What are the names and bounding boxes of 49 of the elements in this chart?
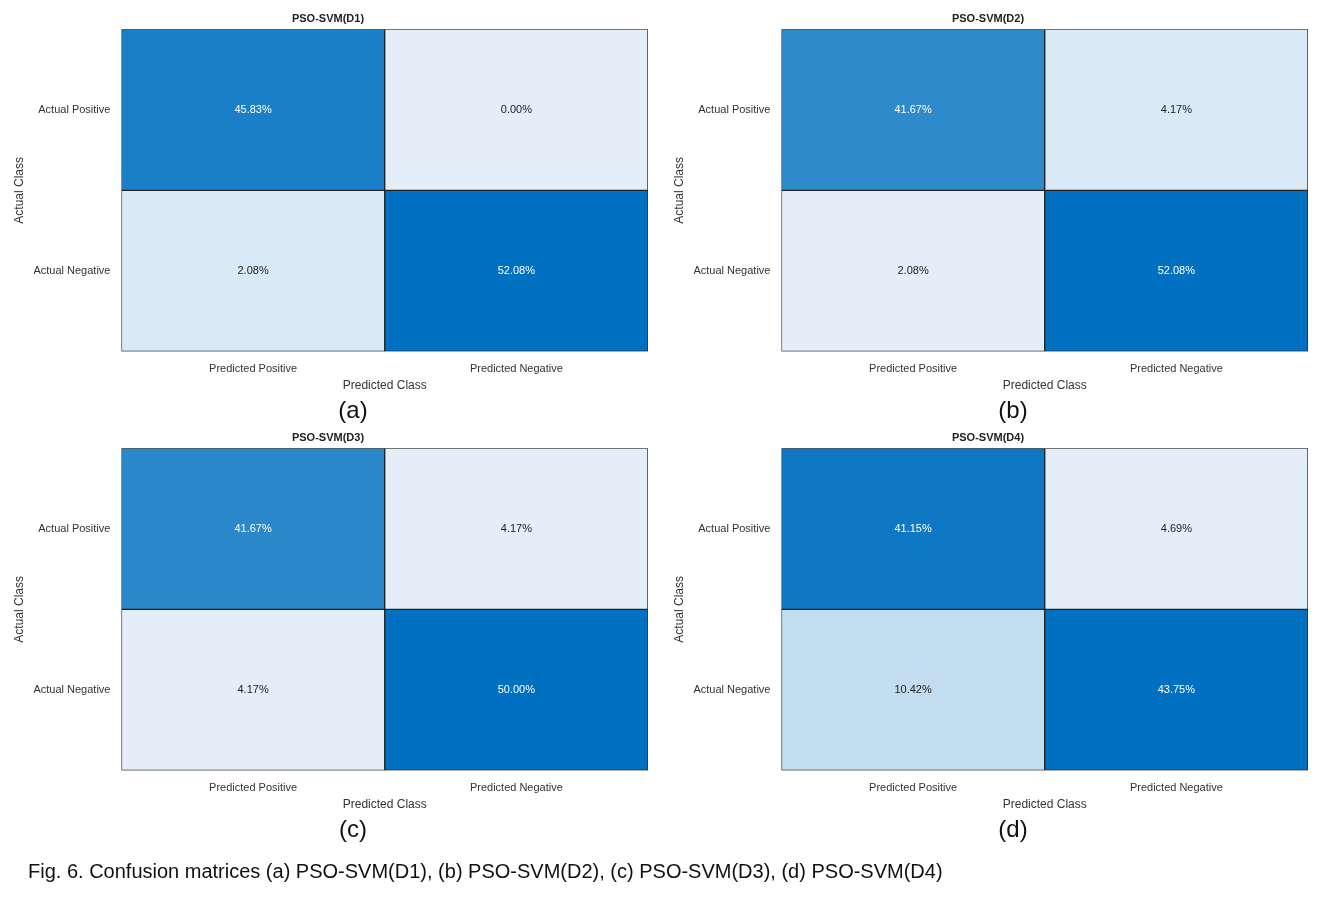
x-axis-title: Predicted Class xyxy=(342,797,427,812)
y-tick-label: Actual Negative xyxy=(693,263,771,276)
data-label: 41.67% xyxy=(894,102,932,115)
text: (d) xyxy=(997,814,1029,844)
x-axis-title: Predicted Class xyxy=(342,378,427,393)
data-label: 2.08% xyxy=(897,263,929,276)
data-label: 50.00% xyxy=(497,682,536,695)
chart-title: PSO-SVM(D2) xyxy=(951,11,1025,24)
y-tick-label: Actual Positive xyxy=(698,521,771,534)
data-label: 43.75% xyxy=(1157,682,1196,695)
x-tick-label: Predicted Negative xyxy=(469,781,563,794)
x-tick-label: Predicted Positive xyxy=(869,781,958,794)
text: (a) xyxy=(337,395,369,425)
y-axis-title: Actual Class xyxy=(671,575,686,643)
chart-title: PSO-SVM(D1) xyxy=(291,11,365,24)
text: (c) xyxy=(338,814,368,844)
x-tick-label: Predicted Positive xyxy=(209,362,298,375)
data-label: 52.08% xyxy=(1157,263,1196,276)
x-tick-label: Predicted Positive xyxy=(209,781,298,794)
data-label: 41.15% xyxy=(894,521,932,534)
y-axis-title: Actual Class xyxy=(11,156,26,224)
y-axis-title: Actual Class xyxy=(671,156,686,224)
data-label: 0.00% xyxy=(500,102,533,115)
data-label: 4.17% xyxy=(500,521,533,534)
x-axis-title: Predicted Class xyxy=(1002,797,1087,812)
y-tick-label: Actual Negative xyxy=(33,263,111,276)
y-tick-label: Actual Positive xyxy=(698,102,771,115)
y-tick-label: Actual Negative xyxy=(693,682,771,695)
x-tick-label: Predicted Negative xyxy=(1129,362,1223,375)
data-label: 4.17% xyxy=(237,682,269,695)
x-tick-label: Predicted Positive xyxy=(869,362,958,375)
chart-title: PSO-SVM(D3) xyxy=(291,430,365,443)
y-axis-title: Actual Class xyxy=(11,575,26,643)
data-label: 2.08% xyxy=(237,263,269,276)
data-label: 52.08% xyxy=(497,263,536,276)
data-label: 45.83% xyxy=(234,102,272,115)
y-tick-label: Actual Positive xyxy=(38,102,111,115)
x-axis-title: Predicted Class xyxy=(1002,378,1087,393)
x-tick-label: Predicted Negative xyxy=(469,362,563,375)
y-tick-label: Actual Negative xyxy=(33,682,111,695)
data-label: 4.17% xyxy=(1160,102,1193,115)
data-label: 41.67% xyxy=(234,521,272,534)
caption: Fig. 6. Confusion matrices (a) PSO-SVM(D1), (b) PSO-SVM(D2), (c) PSO-SVM(D3), (d) PSO-SVM(D4) xyxy=(28,860,944,883)
data-label: 10.42% xyxy=(894,682,932,695)
chart-title: PSO-SVM(D4) xyxy=(951,430,1025,443)
text: (b) xyxy=(997,395,1029,425)
x-tick-label: Predicted Negative xyxy=(1129,781,1223,794)
y-tick-label: Actual Positive xyxy=(38,521,111,534)
data-label: 4.69% xyxy=(1160,521,1193,534)
